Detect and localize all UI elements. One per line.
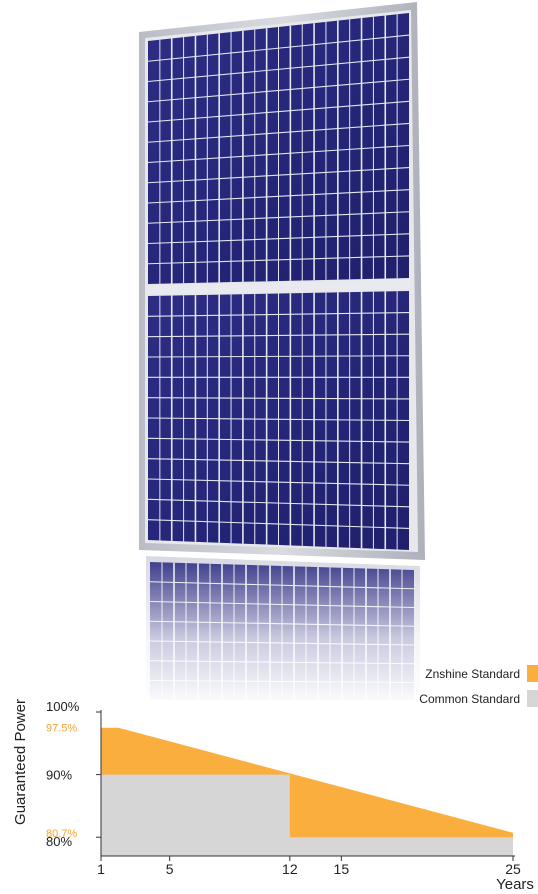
legend-swatch-common xyxy=(527,690,538,707)
series-area-common-standard xyxy=(101,774,513,856)
y-tick-label: 80.7% xyxy=(46,828,77,840)
x-axis-label: Years xyxy=(496,876,534,893)
panel-reflection xyxy=(146,556,420,700)
chart-legend: Znshine Standard Common Standard xyxy=(419,665,538,707)
legend-label-znshine: Znshine Standard xyxy=(425,667,520,681)
x-tick-label: 12 xyxy=(282,861,298,877)
solar-panel-image xyxy=(139,2,425,560)
y-tick-label: 97.5% xyxy=(46,723,77,735)
x-tick-label: 15 xyxy=(334,861,350,877)
panel-cells-upper xyxy=(147,13,410,284)
legend-swatch-znshine xyxy=(527,665,538,682)
chart-areas xyxy=(101,727,513,856)
x-tick-label: 5 xyxy=(166,861,174,877)
x-tick-label: 25 xyxy=(505,861,521,877)
panel-center-bar xyxy=(146,280,410,294)
panel-cells-lower xyxy=(147,291,410,550)
legend-label-common: Common Standard xyxy=(419,692,520,706)
y-tick-label: 80% xyxy=(46,834,72,849)
y-tick-label: 90% xyxy=(46,768,72,783)
x-tick-label: 1 xyxy=(97,861,105,877)
y-axis-label: Guaranteed Power xyxy=(12,699,29,825)
y-tick-label: 100% xyxy=(46,699,80,714)
